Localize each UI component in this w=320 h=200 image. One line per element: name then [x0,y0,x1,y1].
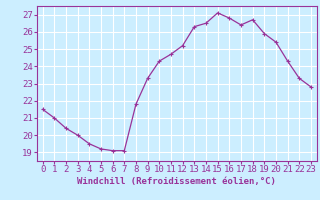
X-axis label: Windchill (Refroidissement éolien,°C): Windchill (Refroidissement éolien,°C) [77,177,276,186]
